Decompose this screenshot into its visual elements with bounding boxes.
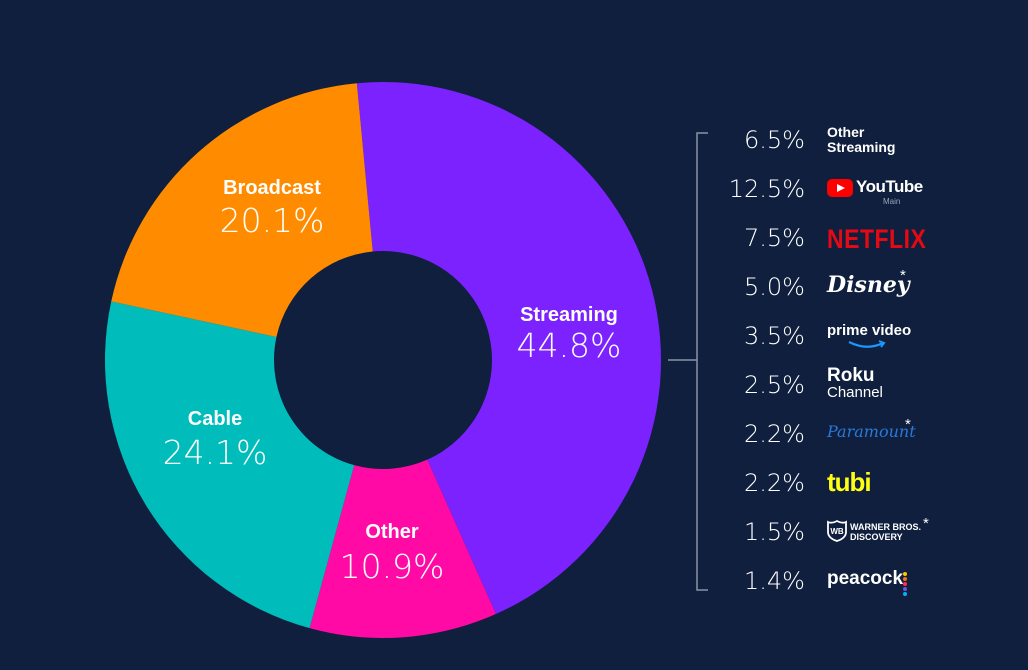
breakdown-value: 1.5% xyxy=(744,518,805,546)
peacock-logo: peacock xyxy=(827,559,1007,603)
prime-video-wordmark: prime video xyxy=(827,322,912,339)
slice-other xyxy=(309,459,496,638)
wb-shield-icon: WB xyxy=(827,520,847,542)
breakdown-value: 12.5% xyxy=(728,175,805,203)
breakdown-value: 6.5% xyxy=(744,126,805,154)
breakdown-row-youtube: 12.5% YouTube Main xyxy=(712,167,1012,211)
peacock-dots-icon xyxy=(903,572,907,596)
breakdown-row-warner-bros-discovery: 1.5% WB WARNER BROS. DISCOVERY * xyxy=(712,510,1012,554)
breakdown-row-prime-video: 3.5% prime video xyxy=(712,314,1012,358)
slice-label-streaming: Streaming xyxy=(520,304,618,326)
tubi-wordmark: tubi xyxy=(827,467,872,497)
breakdown-value: 3.5% xyxy=(744,322,805,350)
asterisk: * xyxy=(905,416,911,433)
breakdown-value: 7.5% xyxy=(744,224,805,252)
paramount-wordmark: Paramount xyxy=(827,422,916,441)
slice-value-other: 10.9% xyxy=(340,547,445,586)
streaming-bracket xyxy=(668,132,708,591)
slice-label-cable: Cable xyxy=(188,408,242,430)
youtube-logo: YouTube Main xyxy=(827,167,1007,211)
slice-cable xyxy=(104,301,355,629)
youtube-play-icon xyxy=(827,179,853,197)
breakdown-row-paramount: 2.2% Paramount * xyxy=(712,412,1012,456)
asterisk: * xyxy=(923,515,929,532)
slice-value-streaming: 44.8% xyxy=(517,326,622,365)
slice-streaming xyxy=(356,82,661,615)
wbd-wordmark: WARNER BROS. DISCOVERY xyxy=(850,522,922,542)
prime-video-logo: prime video xyxy=(827,314,1007,358)
breakdown-value: 1.4% xyxy=(744,567,805,595)
youtube-sub-label: Main xyxy=(883,197,901,206)
breakdown-row-tubi: 2.2% tubi xyxy=(712,461,1012,505)
youtube-wordmark: YouTube xyxy=(856,177,923,196)
slice-broadcast xyxy=(111,83,373,338)
other-streaming-label: Other Streaming xyxy=(827,118,1007,162)
other-streaming-text: Other Streaming xyxy=(827,124,896,155)
breakdown-row-other-streaming: 6.5% Other Streaming xyxy=(712,118,1012,162)
roku-sub-label: Channel xyxy=(827,384,883,401)
netflix-wordmark: NETFLIX xyxy=(827,224,927,254)
breakdown-row-disney: 5.0% Disney * xyxy=(712,265,1012,309)
slice-value-cable: 24.1% xyxy=(163,433,268,472)
slice-value-broadcast: 20.1% xyxy=(220,201,325,240)
disney-wordmark: Disney xyxy=(827,272,910,298)
breakdown-value: 2.5% xyxy=(744,371,805,399)
tubi-logo: tubi xyxy=(827,461,1007,505)
breakdown-row-roku: 2.5% Roku Channel xyxy=(712,363,1012,407)
slice-label-other: Other xyxy=(365,521,419,543)
prime-smile-icon xyxy=(848,340,886,348)
netflix-logo: NETFLIX xyxy=(827,216,1007,260)
svg-text:WB: WB xyxy=(830,527,844,536)
breakdown-value: 5.0% xyxy=(744,273,805,301)
peacock-wordmark: peacock xyxy=(827,568,904,589)
breakdown-row-peacock: 1.4% peacock xyxy=(712,559,1012,603)
breakdown-value: 2.2% xyxy=(744,420,805,448)
warner-bros-discovery-logo: WB WARNER BROS. DISCOVERY * xyxy=(827,510,1007,554)
roku-wordmark: Roku xyxy=(827,365,875,386)
disney-logo: Disney * xyxy=(827,265,1007,309)
roku-channel-logo: Roku Channel xyxy=(827,363,1007,407)
breakdown-row-netflix: 7.5% NETFLIX xyxy=(712,216,1012,260)
asterisk: * xyxy=(900,267,906,284)
paramount-logo: Paramount * xyxy=(827,412,1007,456)
breakdown-value: 2.2% xyxy=(744,469,805,497)
slice-label-broadcast: Broadcast xyxy=(223,177,321,199)
streaming-breakdown: 6.5% Other Streaming 12.5% YouTube Main … xyxy=(712,118,1012,598)
